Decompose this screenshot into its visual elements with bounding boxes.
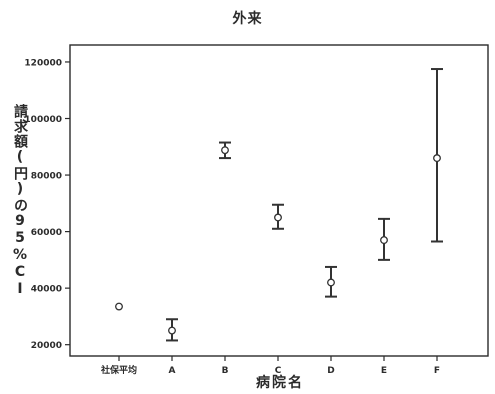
- y-axis-label: 請求額(円)の95%CI: [9, 104, 31, 316]
- y-tick-label: 120000: [24, 58, 62, 68]
- mean-marker: [222, 147, 229, 154]
- mean-marker: [434, 155, 441, 162]
- y-tick-label: 60000: [31, 228, 62, 238]
- plot-frame: [70, 45, 488, 356]
- y-tick-label: 80000: [31, 172, 62, 182]
- mean-marker: [116, 303, 123, 310]
- mean-marker: [169, 327, 176, 334]
- mean-marker: [275, 214, 282, 221]
- y-tick-label: 40000: [31, 285, 62, 295]
- y-tick-label: 20000: [31, 341, 62, 351]
- x-axis-label: 病院名: [0, 372, 495, 392]
- mean-marker: [328, 279, 335, 286]
- mean-marker: [381, 237, 388, 244]
